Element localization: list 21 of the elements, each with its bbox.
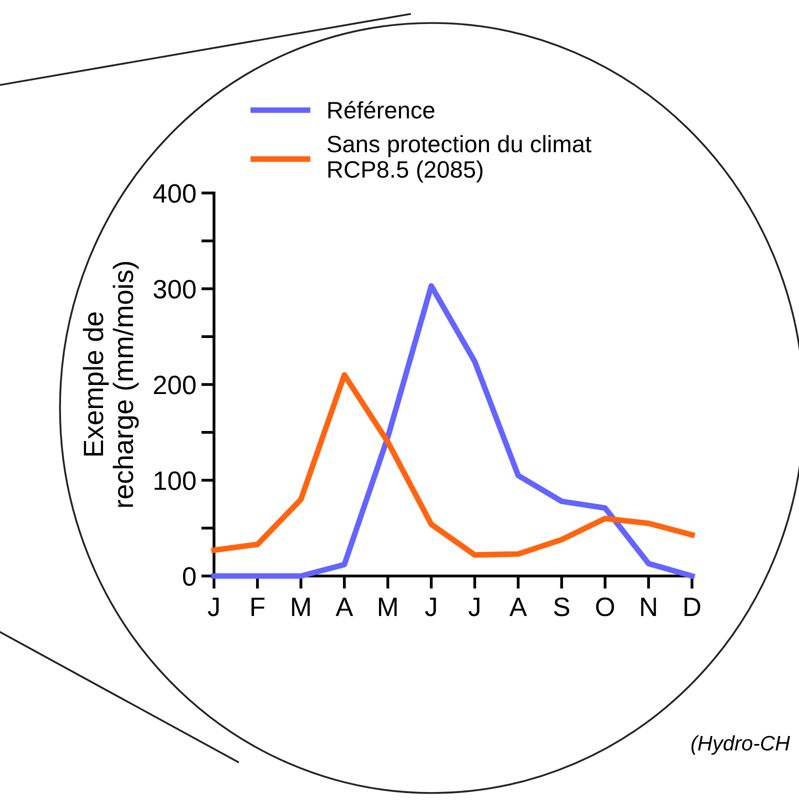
x-tick-label: M xyxy=(292,598,310,616)
legend-label: Sans protection du climat RCP8.5 (2085) xyxy=(328,135,592,182)
x-tick-label: N xyxy=(641,598,656,616)
y-tick-label: 0 xyxy=(182,567,196,586)
x-tick-label: O xyxy=(596,598,614,616)
y-tick-label: 300 xyxy=(154,280,196,299)
x-tick-label: M xyxy=(378,598,397,616)
x-tick-label: D xyxy=(684,598,700,616)
x-tick-label: A xyxy=(336,598,354,616)
x-tick-label: J xyxy=(425,598,436,616)
y-axis-title: Exemple de recharge (mm/mois) xyxy=(82,262,139,507)
text: (Hydro-CH xyxy=(691,735,790,755)
y-tick-label: 200 xyxy=(154,376,196,394)
x-tick-label: F xyxy=(252,598,264,616)
legend-label: Référence xyxy=(328,100,434,119)
x-tick-label: J xyxy=(208,598,219,616)
x-tick-label: J xyxy=(468,598,480,616)
y-tick-label: 400 xyxy=(153,184,196,203)
x-tick-label: S xyxy=(554,598,570,616)
x-tick-label: A xyxy=(509,598,527,616)
y-tick-label: 100 xyxy=(154,471,196,490)
